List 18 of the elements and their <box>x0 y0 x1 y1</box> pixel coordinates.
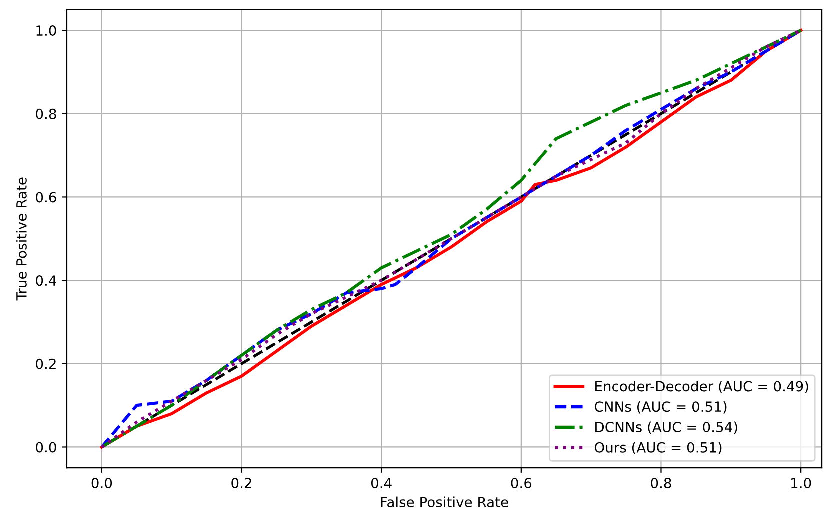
x-tick-label: 0.4 <box>371 478 392 489</box>
x-axis-title: False Positive Rate <box>381 496 508 508</box>
x-tick-label: 0.6 <box>511 478 532 489</box>
legend-label: CNNs (AUC = 0.51) <box>594 401 727 414</box>
x-tick-label: 0.2 <box>232 478 252 489</box>
y-tick-label: 0.8 <box>36 108 56 120</box>
y-tick-label: 0.4 <box>36 276 56 286</box>
legend-label: Ours (AUC = 0.51) <box>594 442 722 455</box>
x-tick-label: 0.0 <box>92 478 112 489</box>
y-tick-label: 0.6 <box>36 192 56 203</box>
legend-label: DCNNs (AUC = 0.54) <box>596 422 738 434</box>
y-tick-label: 0.0 <box>36 442 56 453</box>
x-tick-label: 0.8 <box>651 478 672 489</box>
legend-label: Encoder-Decoder (AUC = 0.49) <box>596 380 808 394</box>
y-axis-title: True Positive Rate <box>16 178 27 301</box>
y-tick-label: 0.2 <box>36 358 56 370</box>
y-tick-label: 1.0 <box>36 26 56 36</box>
x-tick-label: 1.0 <box>792 478 812 489</box>
